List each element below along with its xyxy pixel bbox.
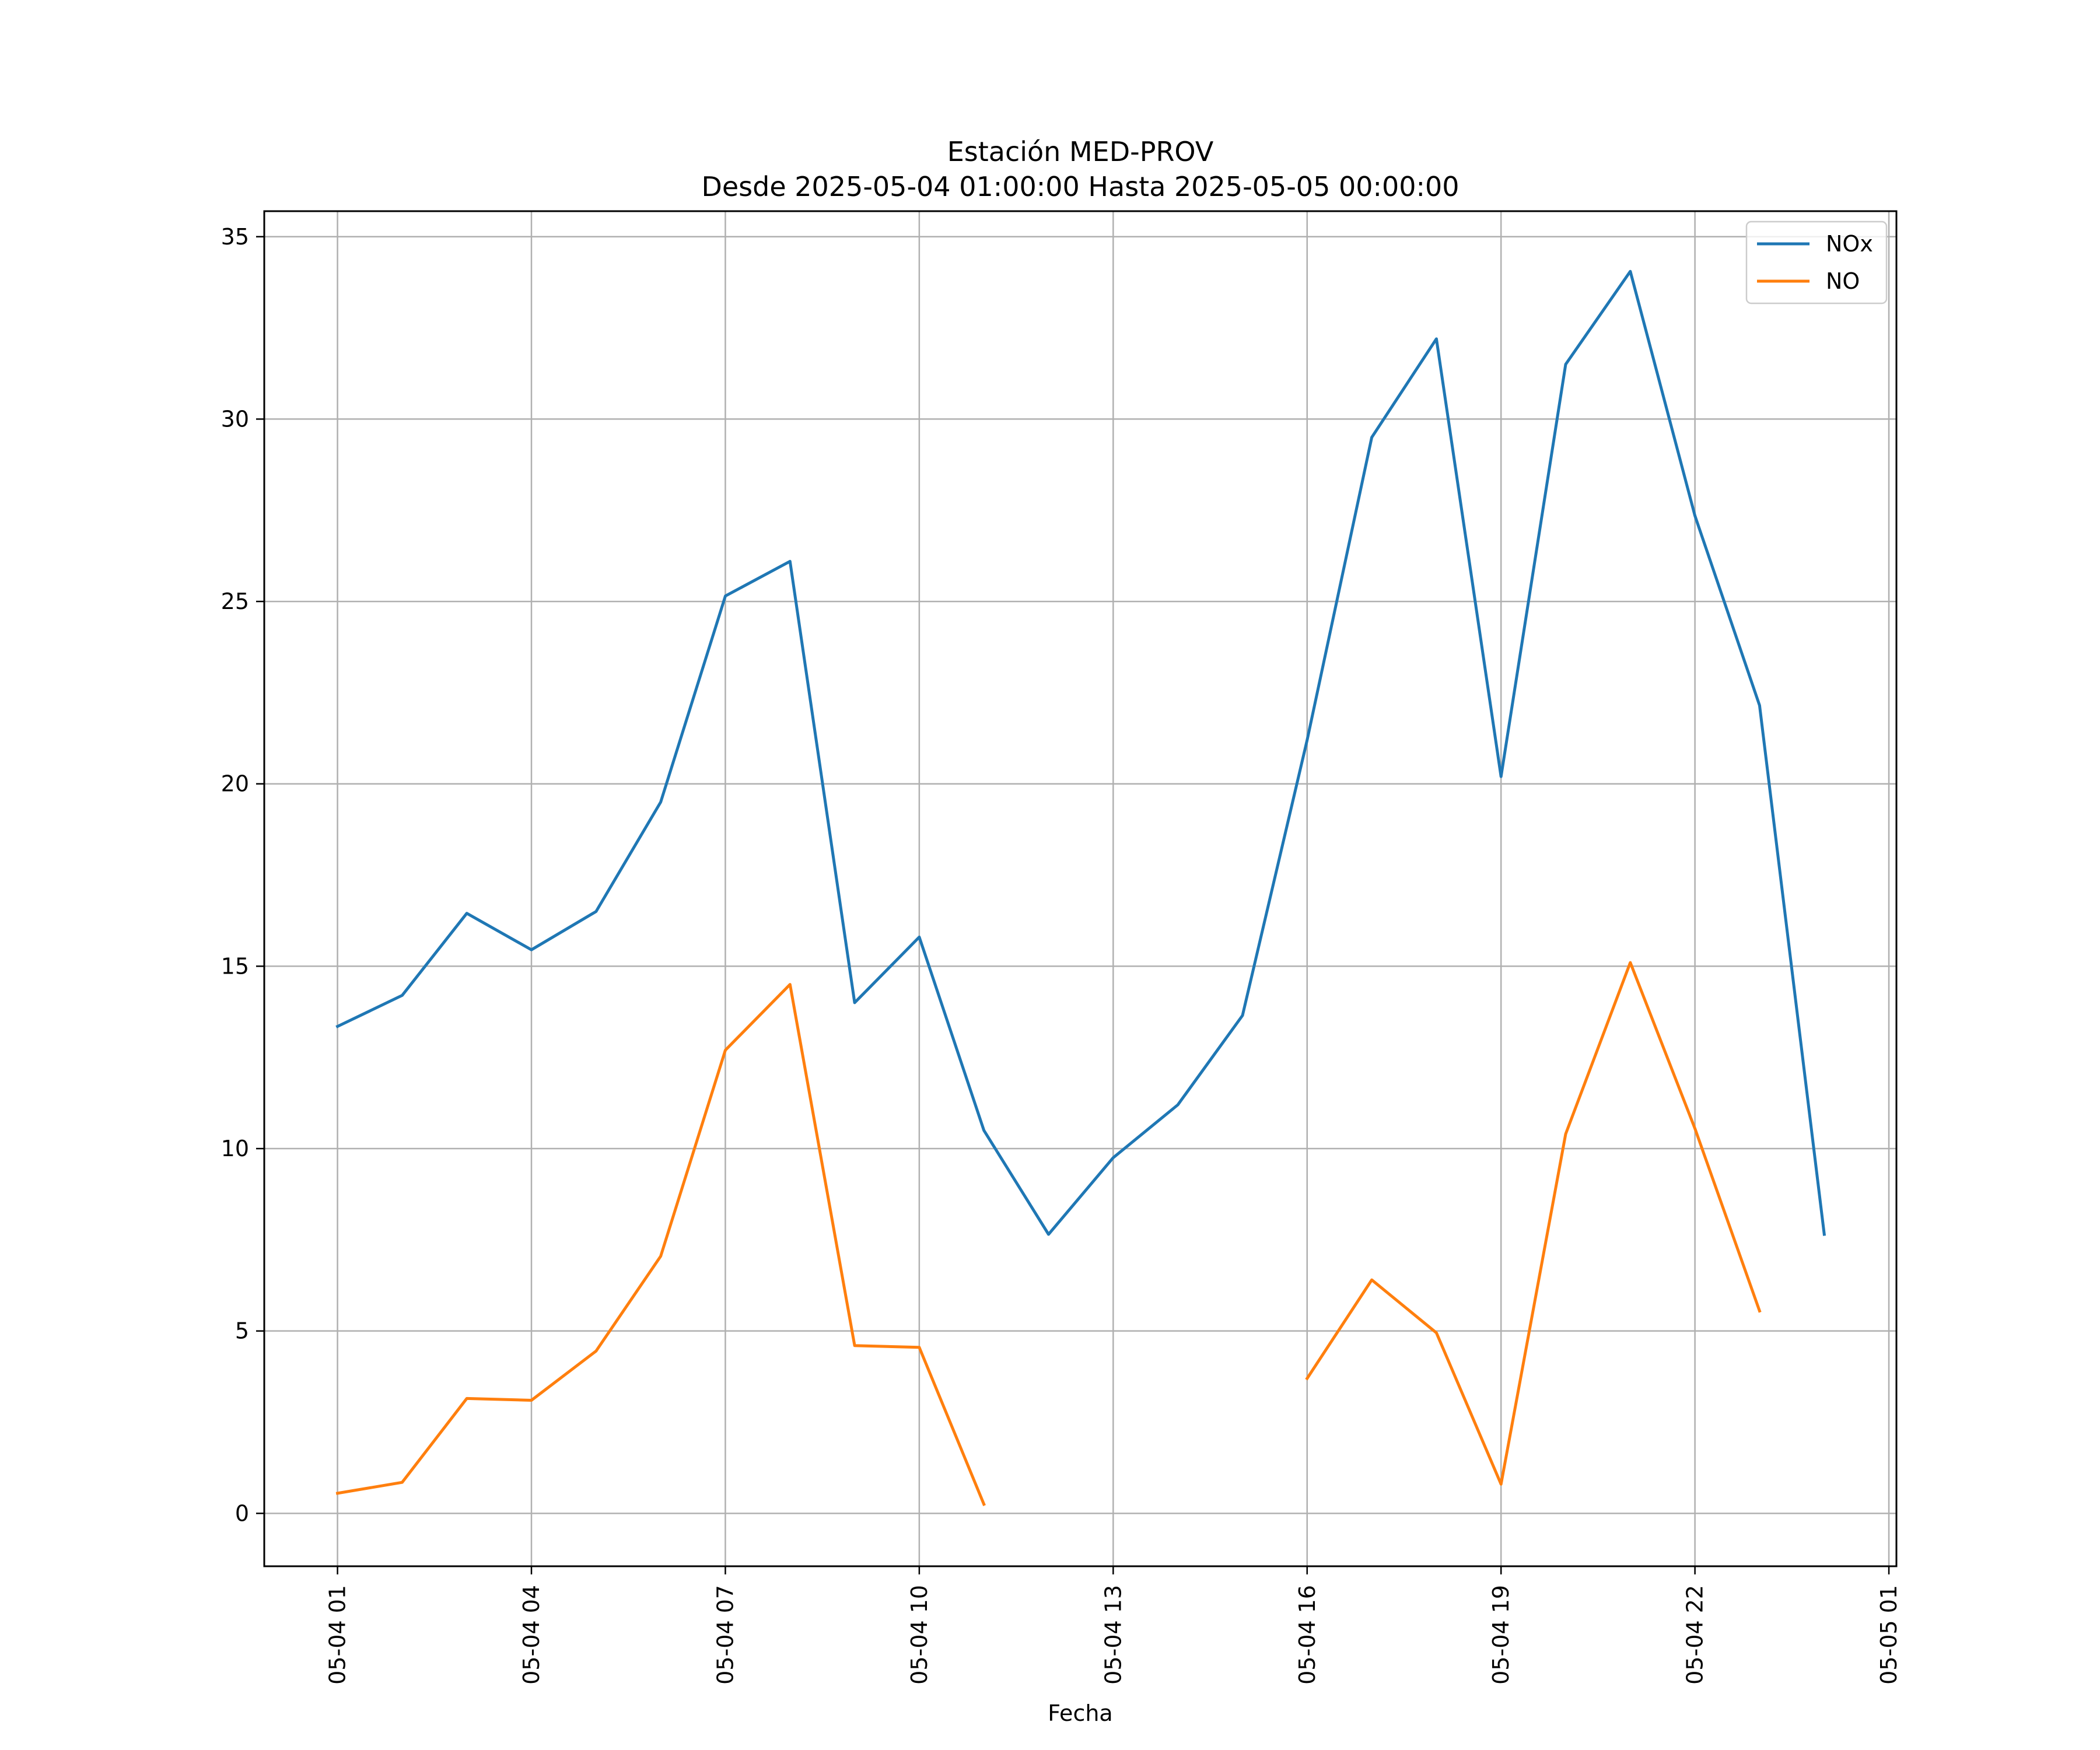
legend-label-nox: NOx: [1826, 231, 1873, 257]
y-tick-label-6: 30: [221, 406, 249, 432]
series-line-nox-segment-0: [335, 270, 1826, 1236]
x-tick-label-3: 05-04 10: [907, 1585, 932, 1685]
y-tick-label-0: 0: [235, 1500, 249, 1526]
series-group: [335, 270, 1826, 1506]
x-tick-label-8: 05-05 01: [1876, 1585, 1902, 1685]
x-tick-label-5: 05-04 16: [1294, 1585, 1320, 1685]
y-tick-label-4: 20: [221, 771, 249, 797]
legend: NOx NO: [1745, 220, 1888, 304]
series-line-no-segment-1: [1305, 961, 1762, 1486]
series-line-no-segment-0: [335, 983, 986, 1506]
chart-subtitle: Desde 2025-05-04 01:00:00 Hasta 2025-05-…: [701, 171, 1459, 202]
x-tick-label-0: 05-04 01: [325, 1585, 351, 1685]
x-tick-label-2: 05-04 07: [712, 1585, 738, 1685]
y-axis: 0 5 10 15 20 25 30 35: [221, 224, 264, 1526]
y-tick-label-3: 15: [221, 953, 249, 979]
x-tick-label-7: 05-04 22: [1682, 1585, 1708, 1685]
x-tick-label-1: 05-04 04: [519, 1585, 544, 1685]
y-tick-label-2: 10: [221, 1136, 249, 1161]
legend-box: [1745, 220, 1888, 304]
y-tick-label-5: 25: [221, 589, 249, 614]
y-tick-label-7: 35: [221, 224, 249, 250]
legend-label-no: NO: [1826, 268, 1860, 294]
y-tick-label-1: 5: [235, 1318, 249, 1344]
grid: [264, 211, 1896, 1566]
x-axis-label: Fecha: [1048, 1700, 1112, 1726]
x-tick-label-4: 05-04 13: [1100, 1585, 1126, 1685]
plot-area-frame: [263, 210, 1898, 1567]
x-tick-label-6: 05-04 19: [1488, 1585, 1514, 1685]
chart-title: Estación MED-PROV: [947, 136, 1214, 167]
x-axis: 05-04 01 05-04 04 05-04 07 05-04 10 05-04 13…: [325, 1566, 1902, 1685]
